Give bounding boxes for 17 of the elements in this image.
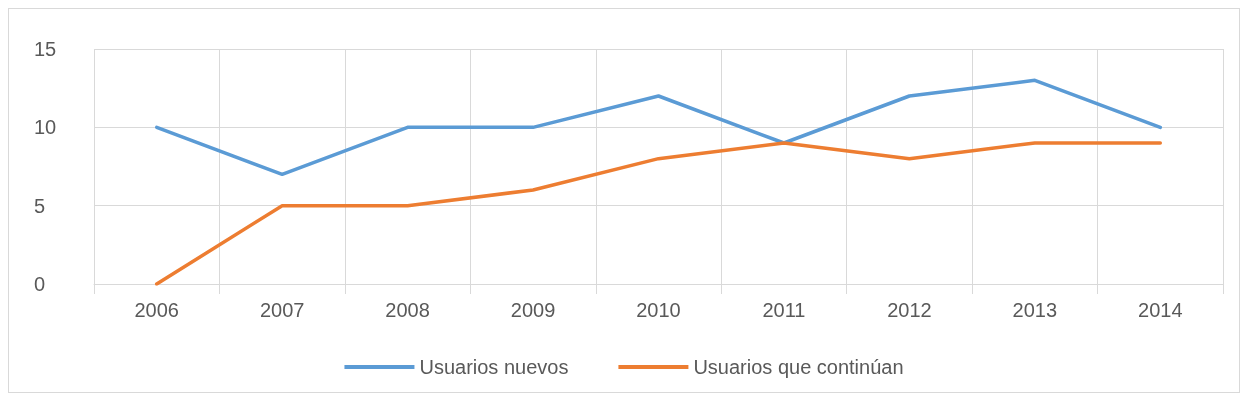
y-tick-label: 5 bbox=[34, 194, 46, 217]
line-series bbox=[154, 78, 1163, 177]
x-tick-label: 2010 bbox=[636, 299, 681, 321]
x-tick-label: 2007 bbox=[259, 299, 305, 321]
x-tick-label: 2013 bbox=[1012, 299, 1058, 321]
legend-label: Usuarios que continúan bbox=[693, 356, 904, 378]
y-tick-label: 15 bbox=[34, 38, 57, 60]
legend-label: Usuarios nuevos bbox=[419, 356, 569, 378]
x-tick-label: 2011 bbox=[762, 299, 806, 321]
line-series bbox=[154, 141, 1163, 286]
y-tick-label: 0 bbox=[34, 273, 46, 295]
x-tick-label: 2006 bbox=[134, 299, 179, 321]
x-tick-label: 2012 bbox=[887, 299, 932, 321]
x-tick-label: 2008 bbox=[385, 299, 430, 321]
x-tick-label: 2014 bbox=[1138, 299, 1183, 321]
x-tick-label: 2009 bbox=[510, 299, 556, 321]
y-tick-label: 10 bbox=[34, 116, 57, 139]
